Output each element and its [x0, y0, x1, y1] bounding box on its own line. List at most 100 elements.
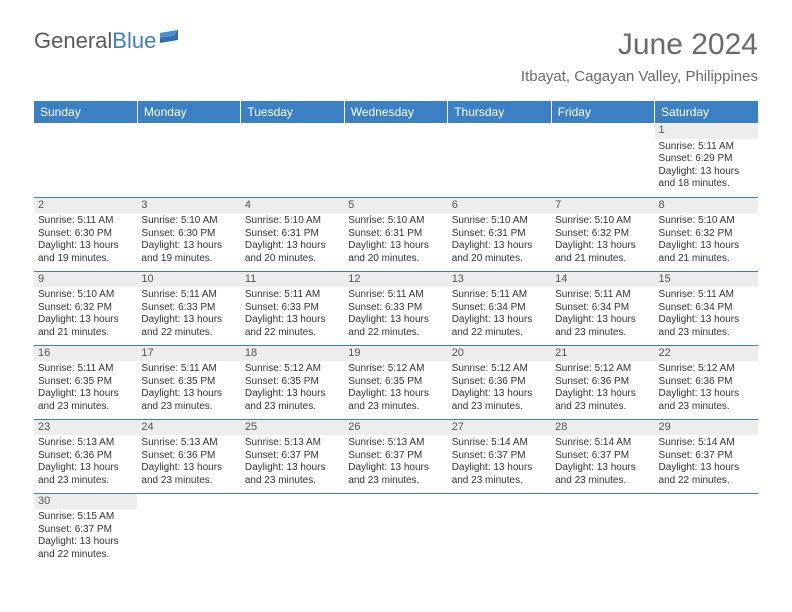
daylight-text: Daylight: 13 hours and 23 minutes. [555, 462, 650, 487]
calendar-day-cell [551, 123, 654, 197]
day-number: 26 [344, 420, 447, 436]
calendar-day-cell: 19Sunrise: 5:12 AMSunset: 6:35 PMDayligh… [344, 345, 447, 419]
daylight-text: Daylight: 13 hours and 23 minutes. [348, 462, 443, 487]
sunrise-text: Sunrise: 5:10 AM [452, 215, 547, 228]
day-number: 11 [241, 272, 344, 288]
weekday-header: Wednesday [344, 101, 447, 123]
sunset-text: Sunset: 6:29 PM [659, 153, 754, 166]
sunrise-text: Sunrise: 5:14 AM [452, 437, 547, 450]
month-title: June 2024 [521, 28, 758, 62]
sunset-text: Sunset: 6:31 PM [348, 228, 443, 241]
calendar-week-row: 2Sunrise: 5:11 AMSunset: 6:30 PMDaylight… [34, 197, 758, 271]
sunrise-text: Sunrise: 5:10 AM [348, 215, 443, 228]
sunrise-text: Sunrise: 5:10 AM [245, 215, 340, 228]
sunset-text: Sunset: 6:30 PM [38, 228, 133, 241]
calendar-day-cell: 27Sunrise: 5:14 AMSunset: 6:37 PMDayligh… [448, 419, 551, 493]
location-subtitle: Itbayat, Cagayan Valley, Philippines [521, 68, 758, 85]
calendar-table: Sunday Monday Tuesday Wednesday Thursday… [34, 101, 758, 567]
day-number: 8 [655, 198, 758, 214]
day-number: 15 [655, 272, 758, 288]
calendar-week-row: 16Sunrise: 5:11 AMSunset: 6:35 PMDayligh… [34, 345, 758, 419]
calendar-day-cell: 24Sunrise: 5:13 AMSunset: 6:36 PMDayligh… [137, 419, 240, 493]
sunset-text: Sunset: 6:35 PM [38, 376, 133, 389]
sunset-text: Sunset: 6:36 PM [659, 376, 754, 389]
sunset-text: Sunset: 6:32 PM [555, 228, 650, 241]
sunset-text: Sunset: 6:34 PM [452, 302, 547, 315]
sunrise-text: Sunrise: 5:15 AM [38, 511, 133, 524]
calendar-day-cell [655, 493, 758, 567]
brand-part1: General [34, 28, 112, 54]
day-number: 25 [241, 420, 344, 436]
calendar-day-cell: 26Sunrise: 5:13 AMSunset: 6:37 PMDayligh… [344, 419, 447, 493]
calendar-day-cell: 10Sunrise: 5:11 AMSunset: 6:33 PMDayligh… [137, 271, 240, 345]
calendar-day-cell: 16Sunrise: 5:11 AMSunset: 6:35 PMDayligh… [34, 345, 137, 419]
daylight-text: Daylight: 13 hours and 23 minutes. [141, 462, 236, 487]
day-number: 28 [551, 420, 654, 436]
day-number: 17 [137, 346, 240, 362]
day-number: 30 [34, 494, 137, 510]
day-number: 9 [34, 272, 137, 288]
day-number: 21 [551, 346, 654, 362]
day-number: 18 [241, 346, 344, 362]
calendar-day-cell: 21Sunrise: 5:12 AMSunset: 6:36 PMDayligh… [551, 345, 654, 419]
daylight-text: Daylight: 13 hours and 23 minutes. [555, 314, 650, 339]
day-number: 14 [551, 272, 654, 288]
sunrise-text: Sunrise: 5:12 AM [245, 363, 340, 376]
sunrise-text: Sunrise: 5:11 AM [141, 289, 236, 302]
daylight-text: Daylight: 13 hours and 19 minutes. [141, 240, 236, 265]
daylight-text: Daylight: 13 hours and 23 minutes. [452, 388, 547, 413]
sunset-text: Sunset: 6:33 PM [348, 302, 443, 315]
daylight-text: Daylight: 13 hours and 23 minutes. [348, 388, 443, 413]
sunrise-text: Sunrise: 5:13 AM [245, 437, 340, 450]
daylight-text: Daylight: 13 hours and 23 minutes. [141, 388, 236, 413]
sunrise-text: Sunrise: 5:11 AM [555, 289, 650, 302]
day-number: 29 [655, 420, 758, 436]
sunrise-text: Sunrise: 5:11 AM [348, 289, 443, 302]
daylight-text: Daylight: 13 hours and 23 minutes. [38, 462, 133, 487]
daylight-text: Daylight: 13 hours and 20 minutes. [452, 240, 547, 265]
sunset-text: Sunset: 6:37 PM [659, 450, 754, 463]
calendar-day-cell: 9Sunrise: 5:10 AMSunset: 6:32 PMDaylight… [34, 271, 137, 345]
sunset-text: Sunset: 6:36 PM [555, 376, 650, 389]
day-number: 12 [344, 272, 447, 288]
brand-logo: GeneralBlue [34, 28, 186, 54]
weekday-header: Thursday [448, 101, 551, 123]
sunrise-text: Sunrise: 5:13 AM [38, 437, 133, 450]
sunset-text: Sunset: 6:35 PM [141, 376, 236, 389]
calendar-day-cell [551, 493, 654, 567]
day-number: 19 [344, 346, 447, 362]
header: GeneralBlue June 2024 Itbayat, Cagayan V… [0, 0, 792, 95]
sunrise-text: Sunrise: 5:10 AM [141, 215, 236, 228]
calendar-day-cell: 30Sunrise: 5:15 AMSunset: 6:37 PMDayligh… [34, 493, 137, 567]
daylight-text: Daylight: 13 hours and 22 minutes. [659, 462, 754, 487]
daylight-text: Daylight: 13 hours and 23 minutes. [245, 388, 340, 413]
calendar-day-cell: 18Sunrise: 5:12 AMSunset: 6:35 PMDayligh… [241, 345, 344, 419]
day-number: 27 [448, 420, 551, 436]
calendar-day-cell: 7Sunrise: 5:10 AMSunset: 6:32 PMDaylight… [551, 197, 654, 271]
sunrise-text: Sunrise: 5:12 AM [659, 363, 754, 376]
weekday-header: Friday [551, 101, 654, 123]
calendar-day-cell [344, 123, 447, 197]
daylight-text: Daylight: 13 hours and 22 minutes. [452, 314, 547, 339]
daylight-text: Daylight: 13 hours and 22 minutes. [38, 536, 133, 561]
calendar-day-cell: 12Sunrise: 5:11 AMSunset: 6:33 PMDayligh… [344, 271, 447, 345]
sunrise-text: Sunrise: 5:10 AM [555, 215, 650, 228]
calendar-week-row: 23Sunrise: 5:13 AMSunset: 6:36 PMDayligh… [34, 419, 758, 493]
daylight-text: Daylight: 13 hours and 21 minutes. [38, 314, 133, 339]
daylight-text: Daylight: 13 hours and 23 minutes. [659, 388, 754, 413]
calendar-day-cell [137, 493, 240, 567]
calendar-day-cell: 3Sunrise: 5:10 AMSunset: 6:30 PMDaylight… [137, 197, 240, 271]
daylight-text: Daylight: 13 hours and 21 minutes. [659, 240, 754, 265]
weekday-header: Sunday [34, 101, 137, 123]
daylight-text: Daylight: 13 hours and 23 minutes. [555, 388, 650, 413]
day-number: 23 [34, 420, 137, 436]
daylight-text: Daylight: 13 hours and 19 minutes. [38, 240, 133, 265]
sunset-text: Sunset: 6:37 PM [38, 524, 133, 537]
sunset-text: Sunset: 6:35 PM [348, 376, 443, 389]
calendar-day-cell: 4Sunrise: 5:10 AMSunset: 6:31 PMDaylight… [241, 197, 344, 271]
sunrise-text: Sunrise: 5:11 AM [141, 363, 236, 376]
day-number: 16 [34, 346, 137, 362]
day-number: 4 [241, 198, 344, 214]
calendar-day-cell: 20Sunrise: 5:12 AMSunset: 6:36 PMDayligh… [448, 345, 551, 419]
sunrise-text: Sunrise: 5:11 AM [38, 215, 133, 228]
